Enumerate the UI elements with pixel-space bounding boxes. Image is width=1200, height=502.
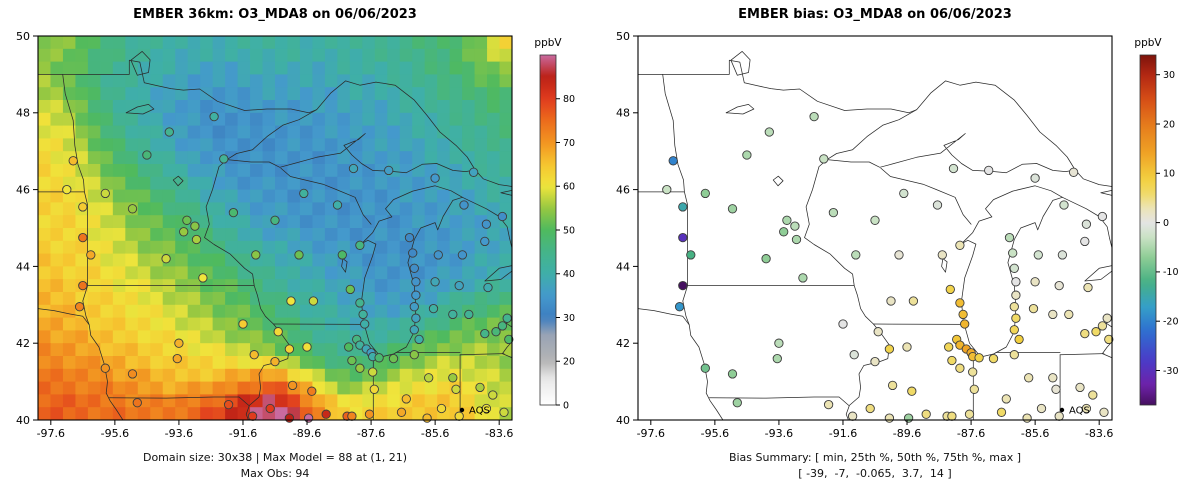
svg-text:ppbV: ppbV	[534, 37, 562, 49]
svg-text:46: 46	[616, 183, 630, 196]
model-map-caption-maxobs: Max Obs: 94	[240, 467, 310, 480]
svg-text:AQS: AQS	[1069, 406, 1090, 417]
svg-text:-20: -20	[1163, 317, 1179, 328]
svg-text:70: 70	[563, 138, 575, 149]
svg-text:-91.6: -91.6	[829, 427, 857, 440]
svg-text:46: 46	[16, 183, 30, 196]
svg-text:-97.6: -97.6	[37, 427, 65, 440]
svg-text:-91.6: -91.6	[229, 427, 257, 440]
svg-text:20: 20	[1163, 119, 1175, 130]
svg-text:-85.6: -85.6	[1021, 427, 1049, 440]
bias-map-svg: -97.6 -95.6 -93.6 -91.6 -89.6 -87.6 -85.6 -83.6…	[616, 30, 1179, 440]
svg-text:-97.6: -97.6	[637, 427, 665, 440]
svg-text:42: 42	[616, 337, 630, 350]
bias-map-title: EMBER bias: O3_MDA8 on 06/06/2023	[738, 7, 1012, 22]
svg-text:50: 50	[616, 30, 630, 43]
svg-text:44: 44	[616, 260, 630, 273]
panel-model-map: -97.6 -95.6 -93.6 -91.6 -89.6 -87.6 -85.6 -83.6…	[16, 7, 575, 480]
svg-text:AQS: AQS	[469, 406, 490, 417]
svg-text:0: 0	[563, 400, 569, 411]
svg-text:42: 42	[16, 337, 30, 350]
svg-text:-10: -10	[1163, 267, 1179, 278]
svg-text:-83.6: -83.6	[485, 427, 513, 440]
svg-text:-87.6: -87.6	[357, 427, 385, 440]
svg-text:48: 48	[16, 107, 30, 120]
aqs-station-markers	[62, 111, 514, 423]
svg-text:80: 80	[563, 94, 575, 105]
axes: -97.6 -95.6 -93.6 -91.6 -89.6 -87.6 -85.6 -83.6…	[16, 30, 513, 440]
bias-map-caption-summary: Bias Summary: [ min, 25th %, 50th %, 75t…	[728, 451, 1022, 464]
svg-text:44: 44	[16, 260, 30, 273]
svg-text:40: 40	[16, 414, 30, 427]
aqs-legend: AQS	[459, 406, 490, 417]
svg-text:40: 40	[563, 269, 575, 280]
model-map-title: EMBER 36km: O3_MDA8 on 06/06/2023	[133, 7, 417, 22]
svg-text:ppbV: ppbV	[1134, 37, 1162, 49]
svg-text:-89.6: -89.6	[293, 427, 321, 440]
model-map-svg: -97.6 -95.6 -93.6 -91.6 -89.6 -87.6 -85.6 -83.6…	[16, 30, 575, 440]
svg-text:30: 30	[563, 313, 575, 324]
svg-text:-95.6: -95.6	[701, 427, 729, 440]
colorbar: 0 20 30 40 50 60 70 80 ppbV	[534, 37, 575, 411]
svg-text:-83.6: -83.6	[1085, 427, 1113, 440]
svg-text:-95.6: -95.6	[101, 427, 129, 440]
svg-text:60: 60	[563, 182, 575, 193]
svg-text:-89.6: -89.6	[893, 427, 921, 440]
svg-text:50: 50	[563, 225, 575, 236]
svg-text:-87.6: -87.6	[957, 427, 985, 440]
svg-text:50: 50	[16, 30, 30, 43]
panel-bias-map: -97.6 -95.6 -93.6 -91.6 -89.6 -87.6 -85.6 -83.6…	[600, 0, 1200, 502]
svg-text:30: 30	[1163, 70, 1175, 81]
bias-map-caption-values: [ -39, -7, -0.065, 3.7, 14 ]	[798, 467, 952, 480]
svg-text:10: 10	[1163, 169, 1175, 180]
svg-text:0: 0	[1163, 218, 1169, 229]
svg-text:-30: -30	[1163, 366, 1179, 377]
svg-text:40: 40	[616, 414, 630, 427]
svg-text:48: 48	[616, 107, 630, 120]
svg-text:-93.6: -93.6	[765, 427, 793, 440]
state-and-lake-outlines	[38, 51, 512, 420]
axes: -97.6 -95.6 -93.6 -91.6 -89.6 -87.6 -85.6 -83.6…	[616, 30, 1113, 440]
svg-text:-93.6: -93.6	[165, 427, 193, 440]
aqs-legend: AQS	[1059, 406, 1090, 417]
svg-text:20: 20	[563, 357, 575, 368]
aqs-station-markers	[662, 111, 1114, 423]
model-map-caption-domain: Domain size: 30x38 | Max Model = 88 at (…	[142, 451, 407, 464]
svg-text:-85.6: -85.6	[421, 427, 449, 440]
colorbar: -30 -20 -10 0 10 20 30 ppbV	[1134, 37, 1179, 406]
